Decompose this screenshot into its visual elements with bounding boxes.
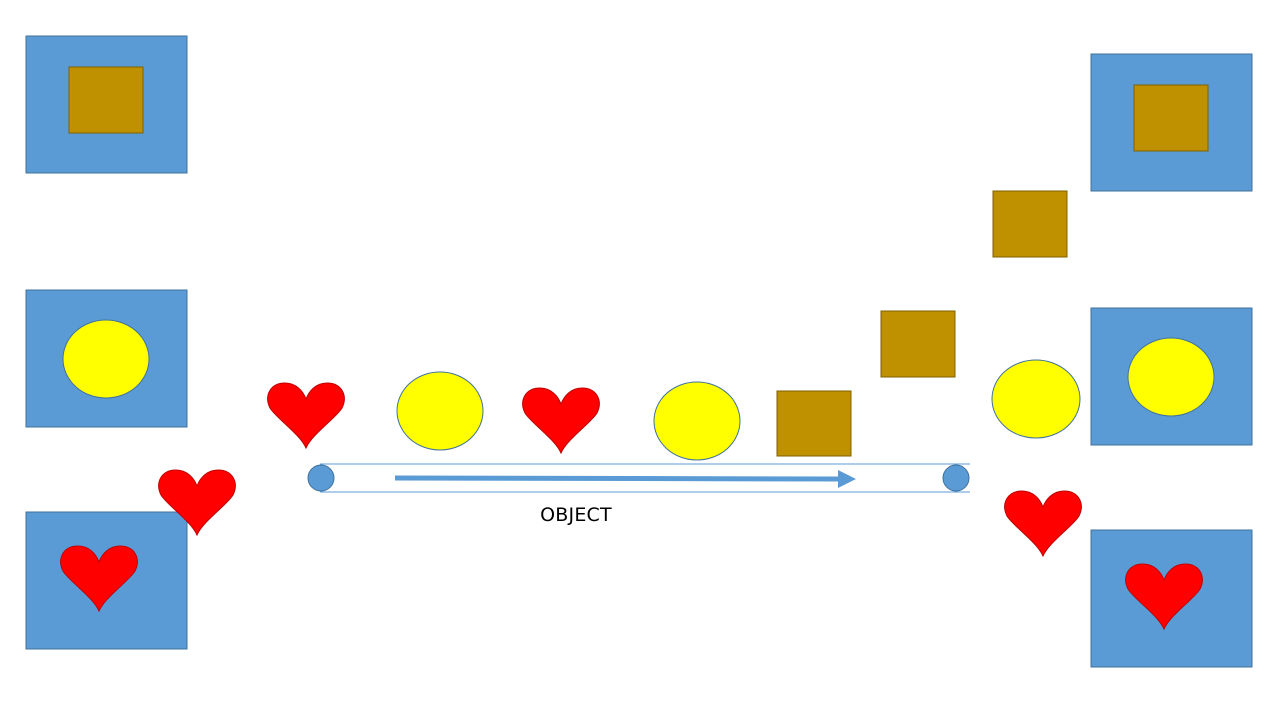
direction-arrow-head [838,470,856,488]
heart-on-belt-2 [522,387,600,454]
box-in-right-bin [1133,84,1209,152]
box-rising-1 [880,310,956,378]
box-rising-2 [992,190,1068,258]
left-heart-bin [25,511,188,650]
ball-on-belt-1 [396,371,484,451]
left-ball-bin [25,289,188,428]
conveyor-belt [307,463,970,493]
conveyor-label: OBJECT [540,504,612,526]
box-on-belt [776,390,852,457]
ball-on-belt-2 [653,381,741,461]
ball-moving-right [991,359,1081,439]
ball-in-right-bin [1127,337,1215,417]
ball-in-left-bin [62,319,150,399]
belt-left-roller [307,464,335,492]
heart-on-belt-1 [267,382,345,449]
belt-right-roller [942,464,970,492]
left-box-bin [25,35,188,174]
heart-dropping-right [1004,490,1082,557]
right-box-bin [1090,53,1253,192]
box-in-left-bin [68,66,144,134]
direction-arrow-shaft [394,475,841,482]
right-ball-bin [1090,307,1253,446]
right-heart-bin [1090,529,1253,668]
